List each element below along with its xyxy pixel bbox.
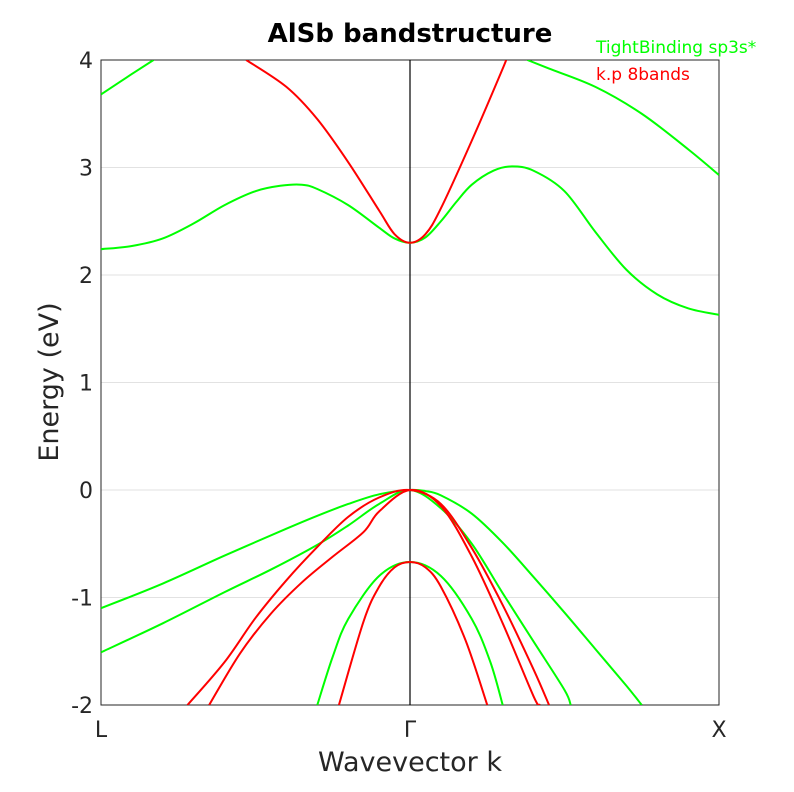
y-tick-label: 4 — [79, 49, 93, 74]
y-tick-label: -1 — [71, 587, 93, 612]
y-tick-label: -2 — [71, 694, 93, 719]
y-axis-label: Energy (eV) — [34, 302, 65, 461]
x-tick-label: Γ — [404, 718, 417, 743]
y-tick-label: 0 — [79, 479, 93, 504]
legend-entry: k.p 8bands — [596, 65, 690, 85]
series-0-band-3-line — [101, 488, 643, 705]
series-0-band-0-line — [101, 60, 155, 96]
x-tick-label: X — [711, 718, 726, 743]
y-tick-label: 1 — [79, 372, 93, 397]
x-tick-label: L — [95, 718, 108, 743]
x-axis-label: Wavevector k — [318, 747, 502, 778]
series-1-band-2-line — [208, 488, 541, 705]
series-0-band-2-line — [527, 60, 719, 176]
band-curves — [101, 60, 719, 705]
series-1-band-3-line — [337, 561, 489, 705]
legend: TightBinding sp3s* k.p 8bands — [595, 38, 756, 85]
y-tick-label: 3 — [79, 157, 93, 182]
series-1-band-1-line — [186, 488, 550, 705]
chart-title: AlSb bandstructure — [268, 19, 553, 49]
y-tick-label: 2 — [79, 264, 93, 289]
series-0-band-4-line — [101, 488, 572, 705]
legend-entry: TightBinding sp3s* — [595, 38, 756, 58]
y-tick-labels: -2 -1 0 1 2 3 4 — [71, 49, 93, 719]
series-1-band-0-line — [245, 60, 508, 244]
